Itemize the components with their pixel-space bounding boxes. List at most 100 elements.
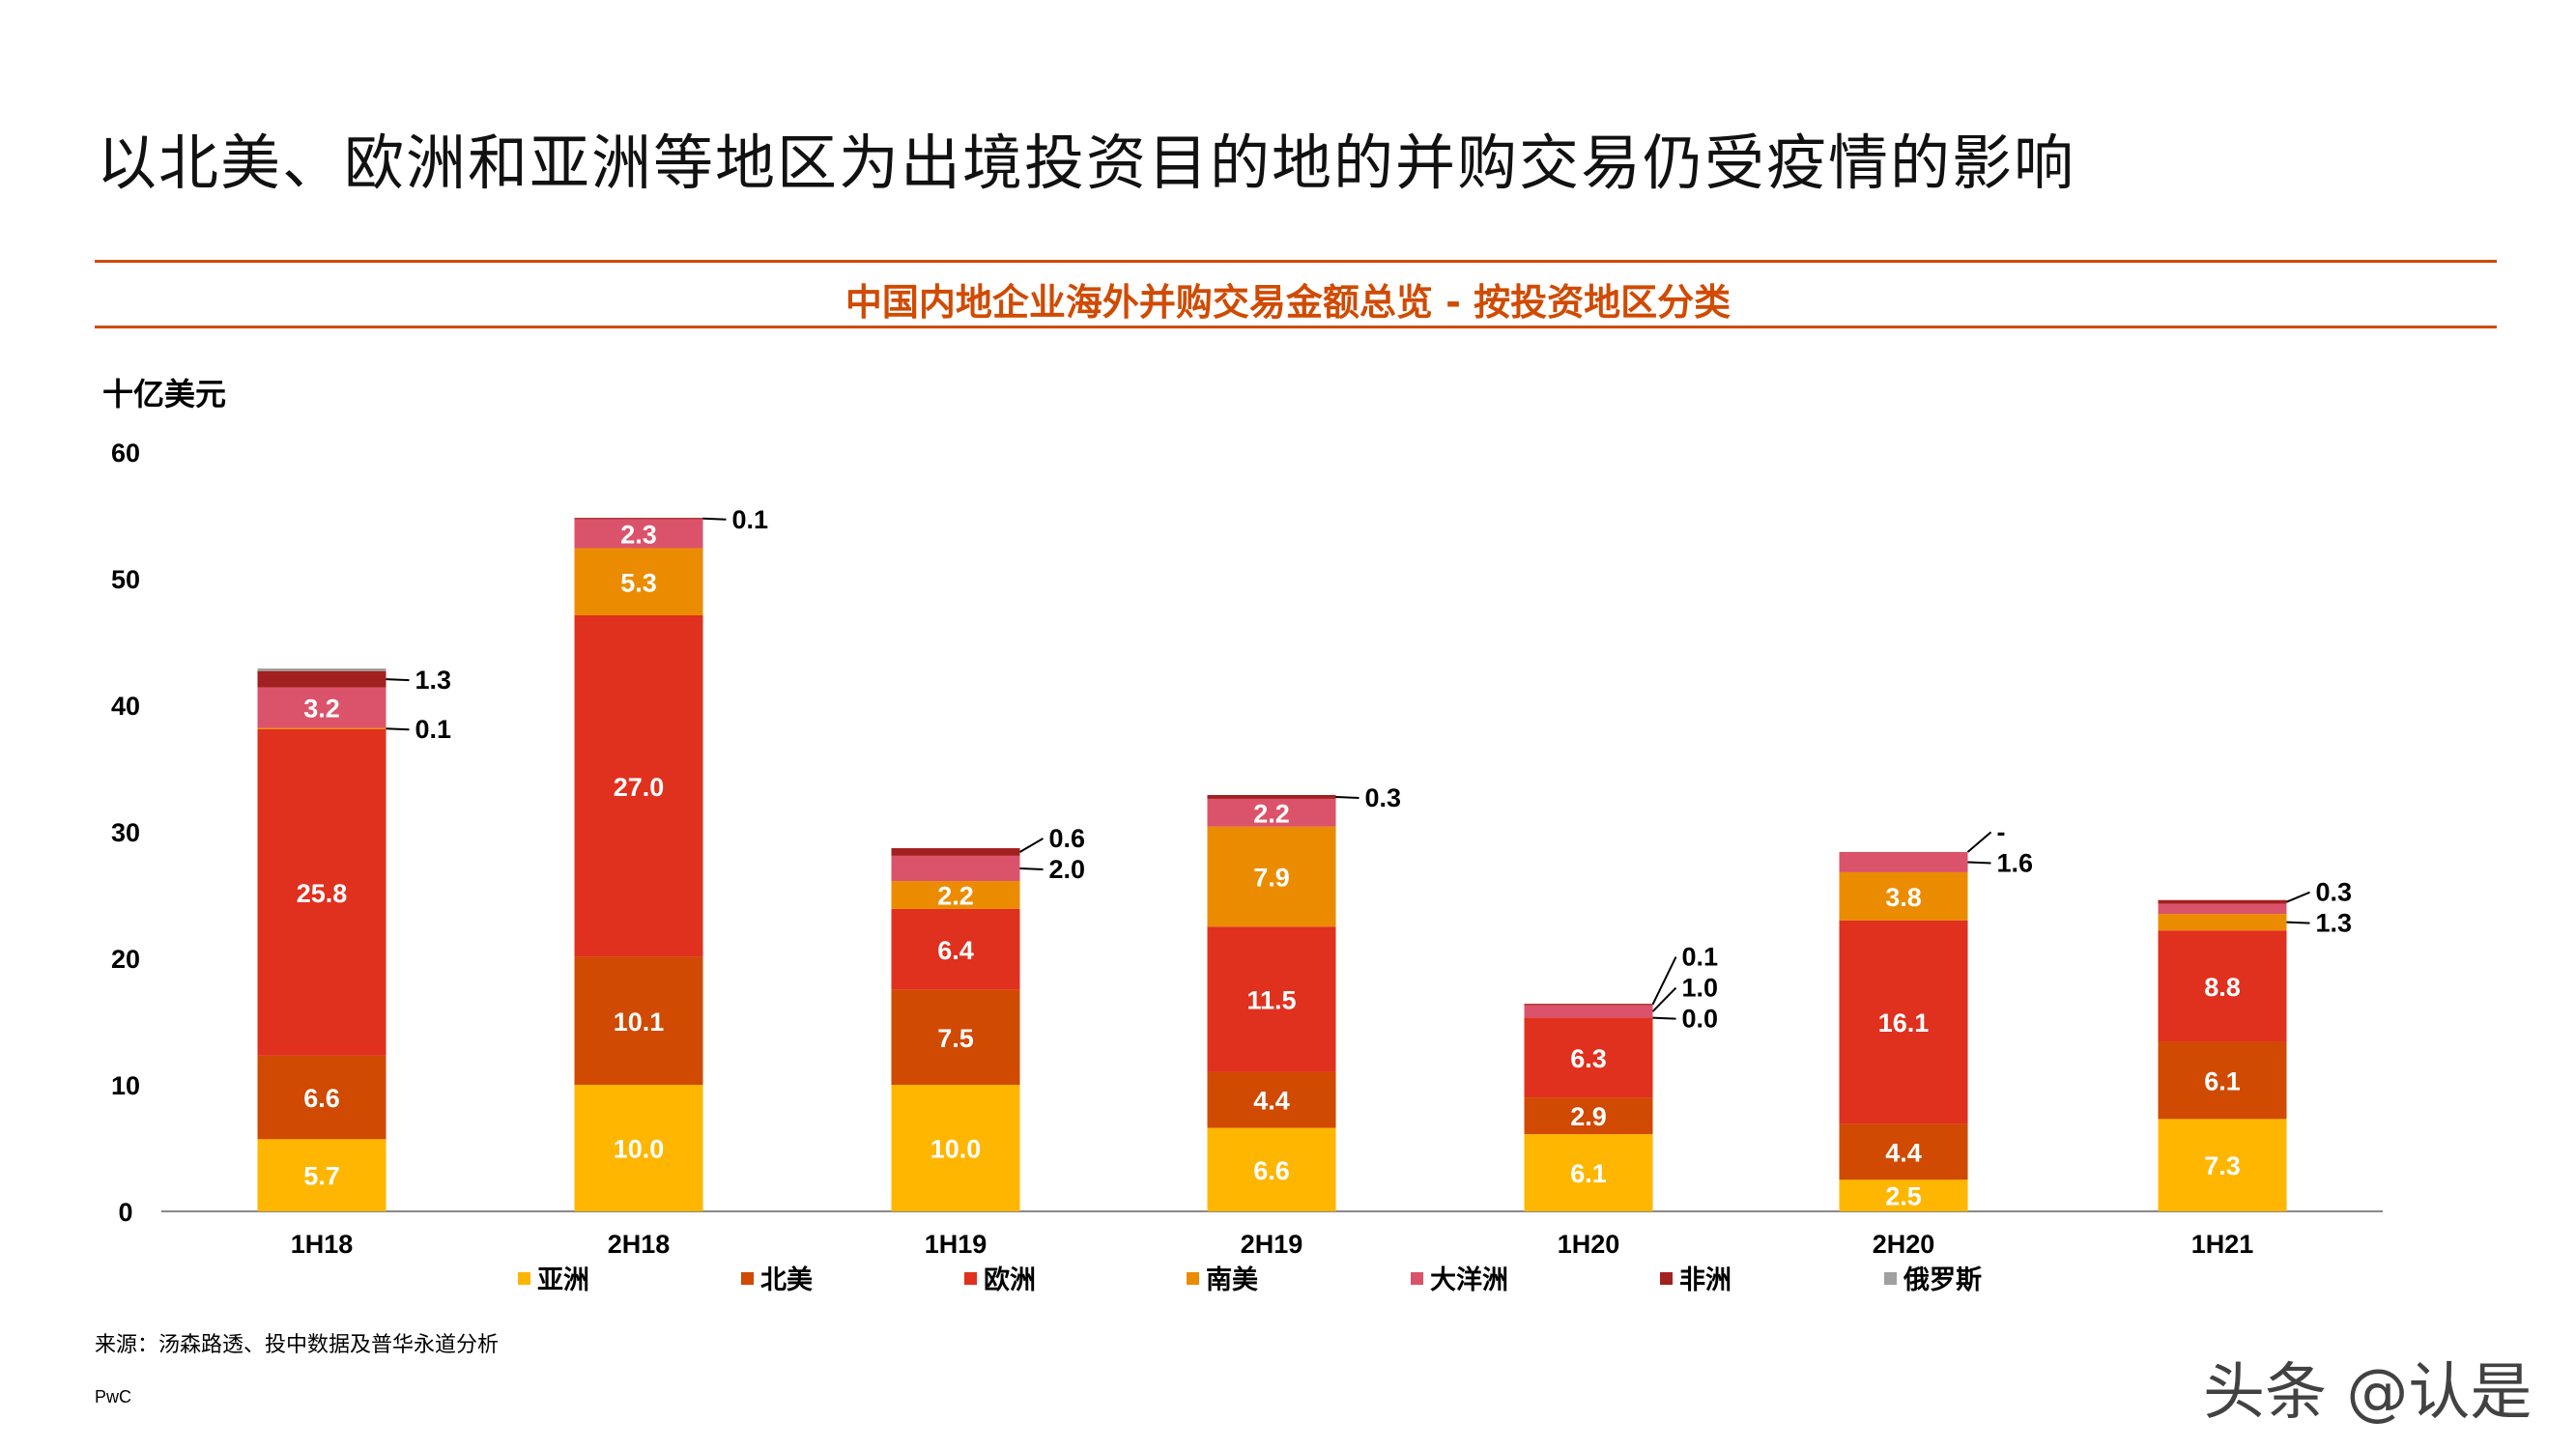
data-label: 2.2 xyxy=(1253,799,1290,828)
bar-segment xyxy=(2158,1119,2287,1211)
data-label: 2.5 xyxy=(1885,1182,1922,1211)
data-label: 7.9 xyxy=(1253,864,1290,893)
bar-segment xyxy=(257,1055,386,1140)
x-tick-label: 2H20 xyxy=(1873,1230,1935,1259)
bar-segment xyxy=(2158,930,2287,1042)
data-label: 6.6 xyxy=(1253,1156,1290,1185)
data-label: 10.0 xyxy=(614,1135,665,1164)
data-label: 2.2 xyxy=(937,882,974,911)
bar-segment xyxy=(574,518,703,520)
legend-label: 大洋洲 xyxy=(1430,1264,1508,1294)
data-label: - xyxy=(1997,817,2006,846)
watermark: 头条 @认是 xyxy=(2203,1357,2533,1429)
bar-segment xyxy=(574,1085,703,1211)
data-label: 0.3 xyxy=(2316,878,2353,907)
bar-segment xyxy=(574,614,703,957)
callout-line xyxy=(1335,795,1360,799)
bar-segment xyxy=(2158,914,2287,931)
legend-swatch xyxy=(1411,1272,1423,1285)
legend-swatch xyxy=(1187,1272,1199,1285)
legend-swatch xyxy=(964,1272,977,1285)
data-label: 1.3 xyxy=(2316,909,2353,938)
data-label: 10.0 xyxy=(930,1135,982,1164)
callout-line xyxy=(702,517,727,521)
bar-segment xyxy=(257,728,386,1056)
data-label: 5.7 xyxy=(303,1162,340,1191)
y-axis-unit-label: 十亿美元 xyxy=(102,376,227,412)
data-label: 0.6 xyxy=(1049,824,1086,853)
data-label: 6.6 xyxy=(303,1084,340,1113)
x-tick-label: 1H18 xyxy=(291,1230,354,1259)
data-label: 4.4 xyxy=(1885,1138,1922,1167)
chart-title: 中国内地企业海外并购交易金额总览 - 按投资地区分类 xyxy=(844,281,1732,324)
legend-swatch xyxy=(1884,1272,1897,1285)
bar-segment xyxy=(1524,1134,1653,1211)
data-label: 6.1 xyxy=(1570,1159,1607,1188)
bar-segment xyxy=(1839,920,1968,1124)
bar-segment xyxy=(891,881,1020,909)
y-tick-label: 0 xyxy=(118,1198,132,1227)
data-label: 3.2 xyxy=(303,695,340,724)
data-label: 2.9 xyxy=(1570,1102,1607,1131)
legend-swatch xyxy=(741,1272,754,1285)
legend-label: 南美 xyxy=(1206,1264,1258,1294)
bar-segment xyxy=(1207,826,1336,927)
x-tick-label: 1H21 xyxy=(2191,1230,2254,1259)
data-label: 25.8 xyxy=(297,879,348,908)
y-tick-label: 30 xyxy=(111,818,140,847)
data-label: 1.6 xyxy=(1997,848,2034,877)
legend-label: 北美 xyxy=(760,1264,813,1294)
bar-segment xyxy=(2158,1041,2287,1120)
y-tick-label: 10 xyxy=(111,1071,140,1100)
bar-segment xyxy=(257,687,386,728)
data-label: 6.4 xyxy=(937,936,974,965)
bar-segment xyxy=(1839,1179,1968,1211)
callout-line xyxy=(1018,838,1045,853)
callout-line xyxy=(1652,1016,1676,1020)
bar-segment xyxy=(1839,1123,1968,1180)
bar-segment xyxy=(1524,1004,1653,1006)
data-label: 7.5 xyxy=(937,1024,974,1053)
title-rule-top xyxy=(95,260,2497,263)
legend-label: 欧洲 xyxy=(984,1265,1036,1294)
bar-segment xyxy=(1207,1127,1336,1211)
bar-segment xyxy=(257,727,386,729)
x-tick-label: 2H19 xyxy=(1241,1230,1303,1259)
bar-segment xyxy=(1524,1097,1653,1135)
data-label: 0.1 xyxy=(732,505,769,534)
data-label: 8.8 xyxy=(2204,973,2241,1002)
data-label: 2.3 xyxy=(620,520,657,549)
bar-segment xyxy=(891,989,1020,1085)
page-title: 以北美、欧洲和亚洲等地区为出境投资目的地的并购交易仍受疫情的影响 xyxy=(97,128,2076,198)
data-label: 11.5 xyxy=(1246,986,1296,1015)
data-label: 2.0 xyxy=(1049,855,1086,884)
callout-line xyxy=(1019,867,1044,870)
x-tick-label: 1H19 xyxy=(925,1230,987,1259)
bar-segment xyxy=(1207,798,1336,827)
bar-segment xyxy=(1207,926,1336,1072)
data-label: 5.3 xyxy=(620,568,657,597)
bar-segment xyxy=(1524,1017,1653,1098)
legend-swatch xyxy=(1660,1272,1673,1285)
data-label: 10.1 xyxy=(614,1008,665,1037)
data-label: 0.0 xyxy=(1682,1005,1719,1034)
callout-line xyxy=(1967,861,1991,865)
data-label: 4.4 xyxy=(1253,1087,1290,1116)
bar-segment xyxy=(257,670,386,688)
data-label: 6.1 xyxy=(2204,1066,2241,1095)
bar-segment xyxy=(2158,903,2287,915)
data-label: 0.3 xyxy=(1365,783,1402,812)
y-tick-label: 60 xyxy=(111,439,140,468)
bar-segment xyxy=(574,956,703,1085)
y-tick-label: 50 xyxy=(111,565,140,594)
source-note: 来源：汤森路透、投中数据及普华永道分析 xyxy=(95,1333,500,1357)
y-tick-label: 20 xyxy=(111,945,140,974)
bar-segment xyxy=(891,1085,1020,1211)
bar-segment xyxy=(891,848,1020,856)
y-tick-label: 40 xyxy=(111,692,140,721)
bar-segment xyxy=(1207,795,1336,799)
callout-line xyxy=(1966,831,1992,853)
bar-segment xyxy=(1839,871,1968,921)
data-label: 1.0 xyxy=(1682,974,1719,1003)
